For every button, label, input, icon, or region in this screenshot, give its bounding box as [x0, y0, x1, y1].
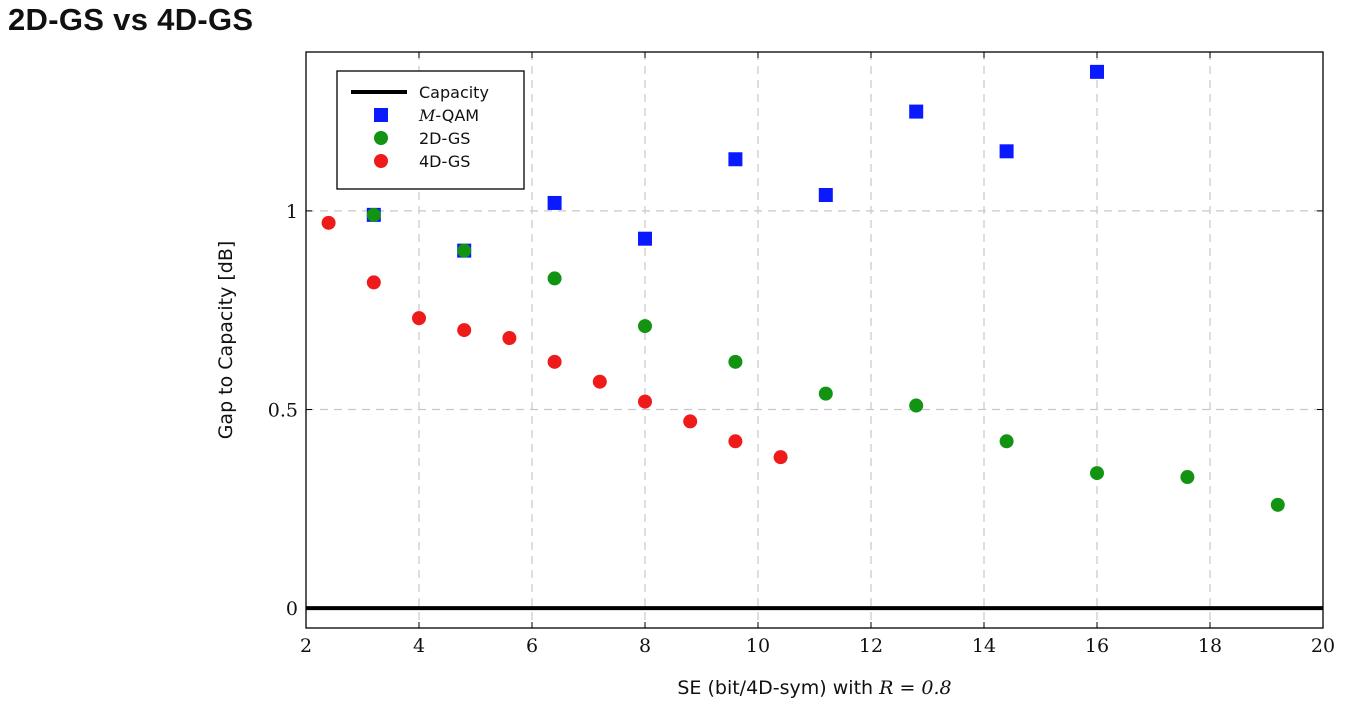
series-4d-gs: [321, 215, 788, 465]
qam-square-point: [728, 152, 743, 167]
4d-gs-point: [683, 414, 698, 429]
4d-gs-point: [366, 275, 381, 290]
qam-square-point: [818, 188, 833, 203]
y-tick-label: 0: [286, 598, 298, 620]
qam-square-point: [638, 231, 652, 246]
x-tick-label: 16: [1085, 635, 1109, 657]
4d-gs-point: [547, 354, 562, 369]
x-tick-label: 2: [300, 635, 312, 657]
legend-2d-gs-label: 2D-GS: [419, 129, 470, 148]
qam-square-point: [1090, 64, 1104, 79]
x-tick-label: 12: [859, 635, 883, 657]
legend-2d-gs-swatch: [374, 131, 388, 145]
axis-labels: SE (bit/4D-sym) with R = 0.8 Gap to Capa…: [215, 241, 952, 699]
x-tick-label: 14: [972, 635, 996, 657]
x-tick-label: 10: [746, 635, 770, 657]
4d-gs-point: [412, 311, 426, 326]
4d-gs-point: [502, 331, 517, 346]
4d-gs-point: [321, 215, 336, 230]
4d-gs-point: [728, 434, 743, 449]
x-tick-label: 8: [639, 635, 651, 657]
series-2d-gs: [366, 207, 1285, 512]
x-axis-label-text: SE (bit/4D-sym) with: [677, 677, 879, 699]
4d-gs-point: [457, 323, 472, 338]
4d-gs-point: [592, 374, 607, 389]
qam-square-point: [547, 195, 562, 210]
axes: 2 4 6 8 10 12 14 16 18 20 0 0.5 1: [268, 52, 1335, 657]
x-tick-label: 20: [1311, 635, 1335, 657]
plot-border: [305, 51, 1324, 629]
2d-gs-point: [457, 243, 472, 258]
legend-4d-gs-swatch: [374, 154, 388, 168]
x-tick-label: 18: [1198, 635, 1222, 657]
legend-m-qam-label: M-QAM: [418, 106, 479, 125]
4d-gs-point: [638, 394, 652, 409]
legend: Capacity M-QAM 2D-GS 4D-GS: [336, 70, 525, 190]
qam-square-point: [999, 144, 1014, 159]
x-tick-label: 4: [413, 635, 425, 657]
legend-capacity-label: Capacity: [419, 83, 489, 102]
x-axis-label: SE (bit/4D-sym) with R = 0.8: [677, 677, 951, 699]
legend-qam-swatch: [374, 108, 388, 122]
2d-gs-point: [366, 207, 381, 222]
slide-title: 2D-GS vs 4D-GS: [8, 2, 254, 37]
plot-frame: [305, 51, 1324, 629]
x-axis-label-math: R = 0.8: [878, 677, 952, 699]
2d-gs-point: [1180, 470, 1195, 485]
2d-gs-point: [999, 434, 1014, 449]
2d-gs-point: [1090, 466, 1104, 481]
2d-gs-point: [909, 398, 924, 413]
2d-gs-point: [728, 354, 743, 369]
2d-gs-point: [818, 386, 833, 401]
qam-square-point: [909, 104, 924, 119]
y-axis-label: Gap to Capacity [dB]: [215, 241, 237, 440]
2d-gs-point: [547, 271, 562, 286]
2d-gs-point: [1270, 497, 1285, 512]
4d-gs-point: [773, 450, 788, 465]
legend-4d-gs-label: 4D-GS: [419, 152, 470, 171]
2d-gs-point: [638, 319, 652, 334]
y-tick-label: 1: [286, 201, 298, 223]
y-tick-label: 0.5: [268, 400, 298, 422]
x-tick-label: 6: [526, 635, 538, 657]
data-series: [306, 64, 1323, 611]
